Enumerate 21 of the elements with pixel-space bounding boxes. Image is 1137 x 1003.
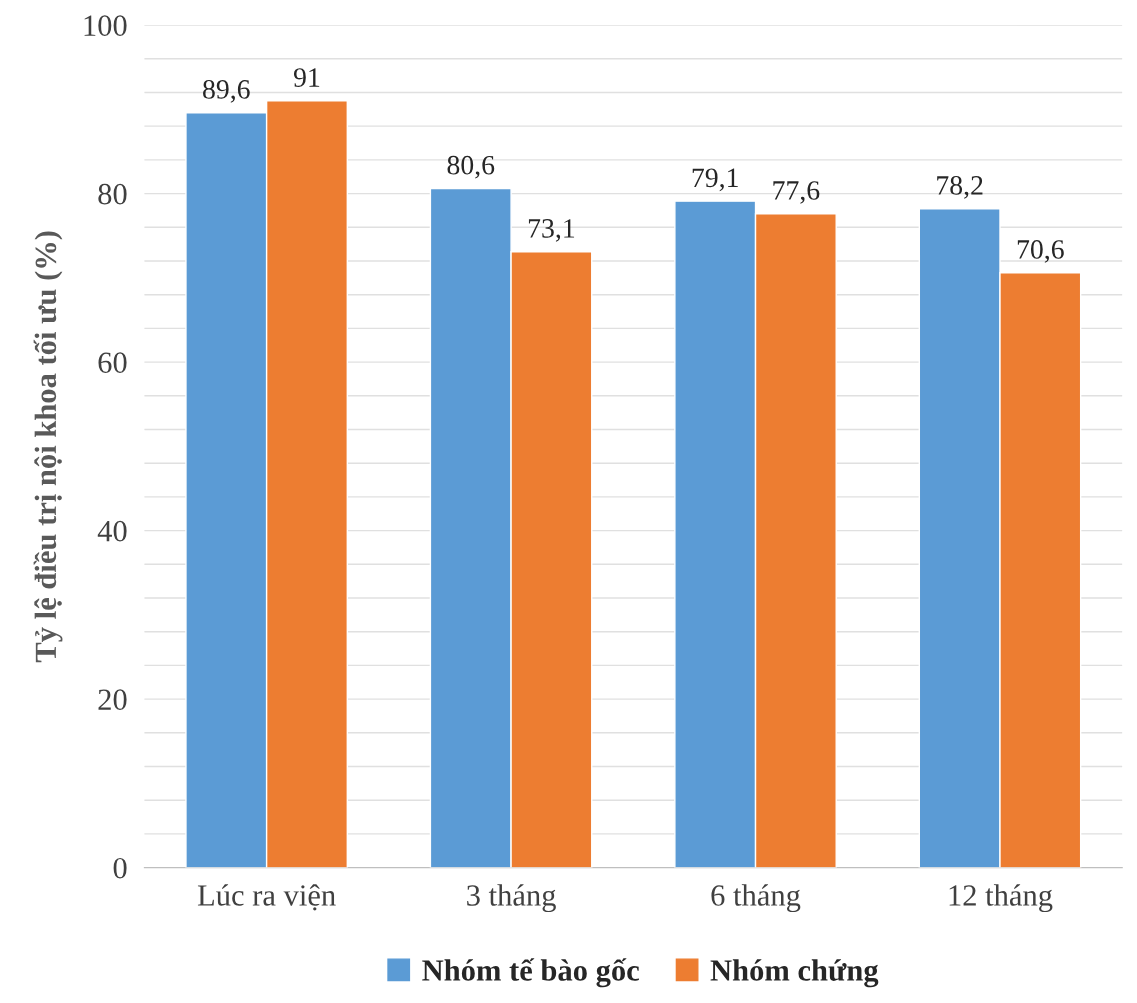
data-label: 89,6 <box>203 79 250 103</box>
x-tick-label: 6 tháng <box>711 884 801 913</box>
data-label: 70,6 <box>1017 240 1064 263</box>
data-label: 78,2 <box>937 176 983 199</box>
y-tick-label: 0 <box>113 857 127 879</box>
y-tick-label: 60 <box>98 352 127 373</box>
y-tick-label: 40 <box>97 520 127 542</box>
data-label: 91 <box>293 68 320 87</box>
y-tick-label: 20 <box>98 689 127 710</box>
y-tick-label: 100 <box>84 15 127 36</box>
x-tick-label: 3 tháng <box>467 884 556 913</box>
data-label: 79,1 <box>692 168 738 192</box>
x-tick-label: 12 tháng <box>949 884 1053 913</box>
data-label: 77,6 <box>773 181 820 204</box>
data-label: 73,1 <box>528 219 575 242</box>
x-tick-label: Lúc ra viện <box>197 884 336 911</box>
legend-label: Nhóm chứng <box>710 959 879 988</box>
y-tick-label: 80 <box>98 183 127 205</box>
y-axis-title: Tỷ lệ điều trị nội khoa tối ưu (%) <box>33 231 63 663</box>
legend-label: Nhóm tế bào gốc <box>422 958 639 988</box>
data-label: 80,6 <box>447 155 495 179</box>
